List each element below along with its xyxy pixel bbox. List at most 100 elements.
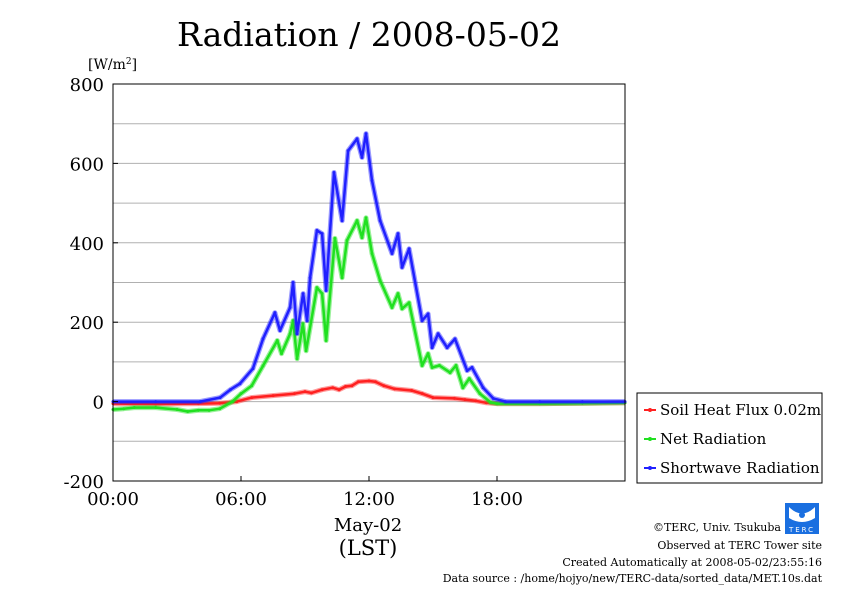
data-point: [390, 252, 394, 256]
data-point: [431, 396, 435, 400]
y-tick-label: 400: [70, 234, 104, 255]
data-point: [154, 406, 158, 410]
data-point: [426, 352, 430, 356]
data-point: [198, 400, 202, 404]
legend-label: Shortwave Radiation: [660, 459, 820, 477]
data-point: [305, 319, 309, 323]
data-point: [186, 410, 190, 414]
logo-text: TERC: [788, 526, 815, 534]
data-point: [340, 219, 344, 223]
y-tick-label: 600: [70, 154, 104, 175]
data-point: [175, 408, 179, 412]
data-point: [461, 386, 465, 390]
data-point: [333, 236, 337, 240]
x-axis: 00:00 06:00 12:00 18:00: [87, 476, 523, 510]
data-point: [337, 388, 341, 392]
terc-logo: TERC: [785, 503, 819, 534]
data-point: [340, 276, 344, 280]
data-point: [275, 338, 279, 342]
legend-marker: [648, 437, 652, 441]
data-point: [345, 238, 349, 242]
data-point: [410, 388, 414, 392]
data-point: [303, 390, 307, 394]
data-point: [288, 306, 292, 310]
data-point: [238, 382, 242, 386]
data-point: [280, 352, 284, 356]
data-point: [239, 392, 243, 396]
data-point: [356, 380, 360, 384]
data-point: [273, 311, 277, 315]
data-point: [448, 371, 452, 375]
data-point: [218, 407, 222, 411]
data-point: [308, 276, 312, 280]
data-point: [382, 384, 386, 388]
data-point: [400, 307, 404, 311]
legend-marker: [648, 466, 652, 470]
data-point: [360, 236, 364, 240]
legend-marker: [648, 408, 652, 412]
data-point: [355, 137, 359, 141]
data-point: [474, 399, 478, 403]
data-point: [495, 402, 499, 406]
data-point: [278, 329, 282, 333]
x-tick-label: 06:00: [215, 489, 267, 510]
created-text: Created Automatically at 2008-05-02/23:5…: [562, 556, 822, 569]
legend: Soil Heat Flux 0.02m Net Radiation Shortwa…: [636, 392, 823, 484]
data-point: [580, 400, 584, 404]
data-point: [478, 392, 482, 396]
data-point: [295, 332, 299, 336]
data-point: [271, 394, 275, 398]
data-point: [364, 216, 368, 220]
data-point: [320, 388, 324, 392]
data-point: [291, 319, 295, 323]
observed-text: Observed at TERC Tower site: [657, 539, 822, 552]
data-point: [465, 369, 469, 373]
data-point: [445, 346, 449, 350]
y-tick-label: 200: [70, 313, 104, 334]
data-point: [426, 312, 430, 316]
data-point: [364, 132, 368, 136]
x-tick-label: 00:00: [87, 489, 139, 510]
y-axis-label-close: ]: [132, 57, 137, 73]
data-point: [467, 377, 471, 381]
y-tick-label: -200: [64, 472, 104, 493]
data-point: [320, 232, 324, 236]
data-point: [407, 301, 411, 305]
data-point: [538, 400, 542, 404]
data-point: [355, 219, 359, 223]
data-source-text: Data source : /home/hojyo/new/TERC-data/…: [443, 572, 823, 585]
data-point: [324, 338, 328, 342]
x-axis-date-label: May-02: [334, 515, 402, 536]
data-point: [370, 178, 374, 182]
data-point: [453, 337, 457, 341]
data-point: [400, 265, 404, 269]
y-axis: -200 0 200 400 600 800: [64, 75, 118, 493]
data-point: [250, 396, 254, 400]
data-point: [301, 292, 305, 296]
data-point: [420, 319, 424, 323]
y-axis-label: [W/m2]: [88, 57, 137, 73]
data-point: [154, 400, 158, 404]
data-point: [463, 398, 467, 402]
x-tick-label: 18:00: [471, 489, 523, 510]
data-point: [378, 279, 382, 283]
data-point: [373, 380, 377, 384]
x-axis-label: (LST): [339, 536, 398, 560]
data-point: [360, 155, 364, 159]
data-point: [420, 363, 424, 367]
data-point: [295, 357, 299, 361]
data-point: [350, 384, 354, 388]
data-point: [367, 379, 371, 383]
data-point: [324, 288, 328, 292]
data-point: [393, 387, 397, 391]
data-point: [436, 332, 440, 336]
x-tick-label: 12:00: [343, 489, 395, 510]
data-point: [292, 392, 296, 396]
data-point: [301, 322, 305, 326]
legend-label: Soil Heat Flux 0.02m: [660, 401, 821, 419]
data-point: [320, 292, 324, 296]
y-tick-label: 0: [93, 393, 104, 414]
data-point: [218, 396, 222, 400]
